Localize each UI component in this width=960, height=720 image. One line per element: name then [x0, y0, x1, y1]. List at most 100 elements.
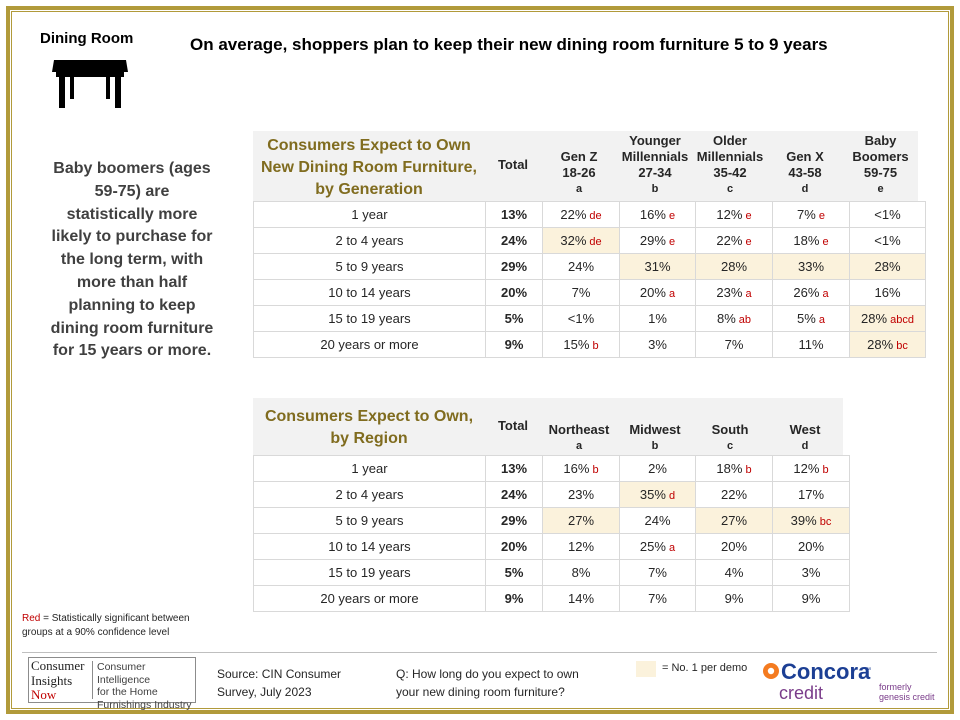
data-cell: 22% e: [695, 227, 773, 254]
total-cell: 5%: [485, 305, 543, 332]
table-row: 10 to 14 years 20% 12% 25% a 20% 20%: [253, 533, 850, 560]
column-header: West d: [767, 422, 843, 454]
region-table-title: Consumers Expect to Own, by Region: [253, 406, 485, 450]
cell-value: 28%: [720, 259, 748, 274]
significance-legend-red-word: Red: [22, 613, 41, 624]
data-cell: 16% e: [619, 201, 696, 228]
data-cell: 24%: [542, 253, 620, 280]
insight-line: planning to keep: [68, 296, 196, 314]
cell-value: 33%: [797, 259, 825, 274]
data-cell: 27%: [542, 507, 620, 534]
total-cell: 20%: [485, 533, 543, 560]
column-header-line: Total: [497, 157, 529, 172]
total-cell: 13%: [485, 201, 543, 228]
cell-value: 2%: [648, 461, 667, 476]
cell-value: 20%: [720, 539, 748, 554]
significance-letters: e: [668, 236, 676, 248]
significance-letters: b: [745, 464, 752, 476]
cell-value: 16%: [563, 461, 590, 476]
cin-tagline-line3: Furnishings Industry: [97, 698, 192, 711]
cin-logo-tagline: Consumer Intelligence for the Home Furni…: [97, 661, 195, 711]
headline: On average, shoppers plan to keep their …: [190, 35, 828, 54]
significance-letters: ab: [738, 314, 752, 326]
table-title-line: by Generation: [315, 181, 423, 198]
data-cell: 7%: [695, 331, 773, 358]
cell-value: 22%: [720, 487, 748, 502]
cell-value: 16%: [874, 285, 901, 300]
concora-credit-logo: Concora ™ credit: [763, 659, 871, 703]
data-cell: 28% bc: [849, 331, 926, 358]
row-label: 2 to 4 years: [253, 481, 486, 508]
data-cell: 28%: [695, 253, 773, 280]
data-cell: 28% abcd: [849, 305, 926, 332]
column-header-line: Younger: [629, 133, 681, 148]
significance-letters: e: [818, 210, 825, 222]
data-cell: 9%: [695, 585, 773, 612]
data-cell: 12% b: [772, 455, 850, 482]
significance-letters: b: [592, 464, 599, 476]
cell-value: 1%: [648, 311, 667, 326]
total-cell: 24%: [485, 227, 543, 254]
insight-line: for 15 years or more.: [52, 342, 212, 360]
insight-line: the long term, with: [60, 251, 204, 269]
outer-frame: [6, 6, 954, 714]
significance-letters: a: [668, 542, 676, 554]
column-header-line: Millennials: [621, 149, 689, 164]
row-label: 15 to 19 years: [253, 559, 486, 586]
cell-value: 9%: [724, 591, 744, 606]
column-header-line: Older: [713, 133, 747, 148]
data-cell: 24%: [619, 507, 696, 534]
data-cell: 22% de: [542, 201, 620, 228]
significance-letters: d: [668, 490, 676, 502]
cell-value: 22%: [716, 233, 743, 248]
cell-value: 7%: [724, 337, 744, 352]
cell-value: 29%: [639, 233, 666, 248]
survey-question: Q: How long do you expect to own your ne…: [396, 665, 579, 701]
cell-value: 9%: [801, 591, 821, 606]
significance-letters: a: [818, 314, 825, 326]
generation-table: 1 year 13% 22% de 16% e 12% e 7% e <1% 2 to 4 years…: [253, 201, 926, 358]
data-cell: <1%: [849, 201, 926, 228]
cell-value: 7%: [648, 565, 667, 580]
formerly-line1: formerly: [879, 682, 912, 692]
data-cell: 25% a: [619, 533, 696, 560]
column-header: Total: [485, 418, 541, 434]
cin-logo-line2: Insights: [31, 672, 73, 688]
significance-letters: b: [822, 464, 829, 476]
cell-value: 22%: [560, 207, 587, 222]
data-cell: 33%: [772, 253, 850, 280]
data-cell: 18% e: [772, 227, 850, 254]
table-row: 15 to 19 years 5% <1% 1% 8% ab 5% a 28% abcd: [253, 305, 926, 332]
significance-letters: abcd: [890, 314, 914, 326]
data-cell: 9%: [772, 585, 850, 612]
data-cell: 14%: [542, 585, 620, 612]
insight-line: statistically more: [66, 205, 198, 223]
data-cell: 3%: [772, 559, 850, 586]
cin-logo-line1: Consumer: [31, 658, 85, 673]
data-cell: 5% a: [772, 305, 850, 332]
cell-value: 3%: [801, 565, 821, 580]
cell-value: 28%: [874, 259, 901, 274]
row-label: 2 to 4 years: [253, 227, 486, 254]
cell-value: 7%: [571, 285, 591, 300]
data-cell: 20%: [772, 533, 850, 560]
column-header-line: Gen X: [786, 149, 824, 164]
data-cell: 32% de: [542, 227, 620, 254]
column-header-line: Gen Z: [560, 149, 598, 164]
table-row: 1 year 13% 16% b 2% 18% b 12% b: [253, 455, 850, 482]
cell-value: 12%: [716, 207, 743, 222]
cin-logo-line3: Now: [31, 687, 57, 702]
significance-letters: e: [822, 236, 829, 248]
dining-table-icon: [52, 60, 128, 108]
region-table: 1 year 13% 16% b 2% 18% b 12% b 2 to 4 years 24% 23…: [253, 455, 850, 612]
cell-value: 27%: [567, 513, 595, 528]
cell-value: 23%: [716, 285, 743, 300]
data-cell: 11%: [772, 331, 850, 358]
significance-letters: b: [592, 340, 599, 352]
data-cell: 17%: [772, 481, 850, 508]
cell-value: 18%: [793, 233, 820, 248]
column-letter: b: [651, 440, 659, 452]
insight-line: dining room furniture: [50, 319, 214, 337]
cell-value: 12%: [793, 461, 820, 476]
column-header-line: Boomers: [852, 149, 909, 164]
